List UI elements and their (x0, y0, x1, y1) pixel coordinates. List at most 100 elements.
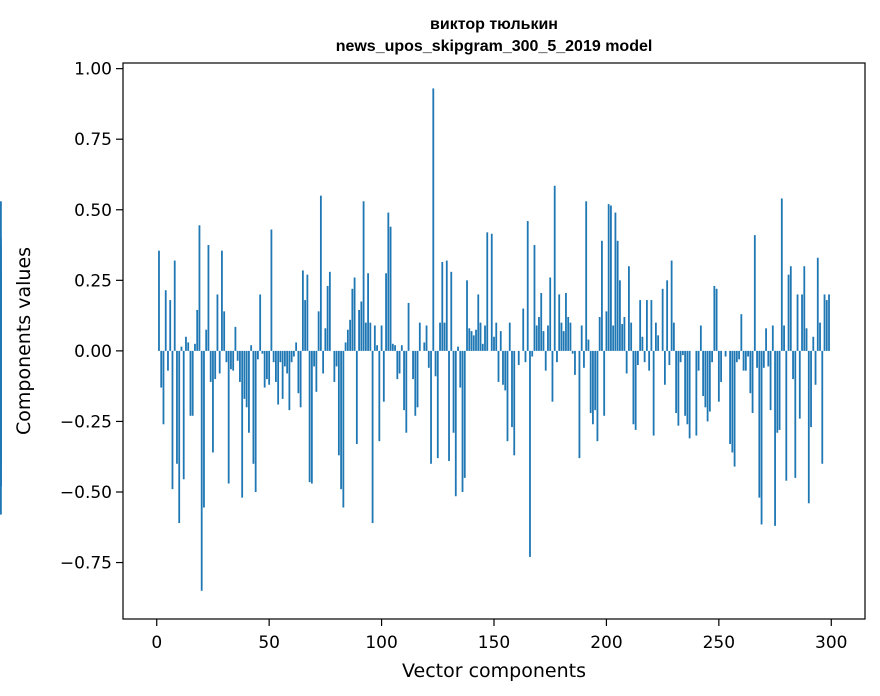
bar-component-281 (787, 274, 790, 351)
bar-component-19 (198, 225, 201, 351)
x-tick-label: 300 (815, 633, 847, 653)
bar-component-282 (789, 266, 792, 351)
bar-component-233 (679, 350, 682, 363)
bar-component-158 (511, 350, 513, 428)
bar-component-34 (232, 350, 235, 371)
bar-component-222 (654, 322, 657, 351)
bar-component-167 (531, 350, 534, 357)
bar-component-43 (252, 350, 255, 464)
bar-component-196 (596, 350, 599, 442)
bar-component-119 (423, 342, 426, 351)
x-axis: 0 50 100 150 200 250 300 (151, 619, 847, 653)
bar-component-217 (643, 350, 646, 363)
bar-component-27 (216, 294, 219, 351)
bar-component-267 (756, 350, 758, 368)
bar-component-103 (387, 212, 390, 351)
bar-component-47 (261, 350, 264, 354)
bar-component-undefined (0, 348, 2, 351)
bar-component-268 (758, 350, 761, 498)
bar-component-228 (668, 350, 671, 365)
bar-component-192 (587, 339, 590, 351)
bar-component-139 (468, 328, 471, 351)
bar-component-193 (589, 350, 592, 413)
bar-component-5 (167, 350, 169, 371)
bar-component-286 (798, 350, 801, 419)
bar-component-179 (558, 294, 561, 351)
bar-component-54 (277, 350, 280, 405)
bar-component-85 (346, 329, 349, 351)
bar-component-287 (801, 294, 803, 351)
bar-component-15 (189, 350, 192, 416)
bar-component-92 (362, 201, 365, 351)
bar-component-4 (164, 290, 167, 351)
x-tick-label: 100 (365, 633, 397, 653)
bar-component-152 (497, 350, 500, 382)
bar-component-273 (769, 350, 772, 411)
bar-component-122 (430, 350, 432, 464)
bar-component-279 (783, 325, 785, 351)
bar-component-149 (490, 233, 493, 351)
bar-component-6 (169, 300, 172, 351)
bar-component-77 (328, 271, 331, 351)
bar-component-35 (234, 326, 237, 351)
bar-component-246 (708, 350, 711, 412)
x-tick-label: 0 (151, 633, 162, 653)
bar-component-191 (585, 201, 588, 351)
y-tick-label: 0.50 (74, 201, 112, 221)
bar-component-13 (185, 336, 187, 351)
bar-component-213 (634, 350, 637, 430)
bar-component-75 (324, 328, 327, 351)
chart-title-line-2: news_upos_skipgram_300_5_2019 model (336, 38, 653, 55)
bar-component-263 (747, 350, 749, 357)
bar-component-25 (212, 350, 214, 453)
bar-component-31 (225, 350, 228, 363)
bar-component-295 (819, 322, 821, 351)
bar-component-137 (463, 350, 466, 478)
bar-component-100 (380, 325, 383, 351)
bar-component-240 (695, 350, 698, 436)
bar-component-33 (230, 350, 232, 370)
bar-component-265 (751, 350, 754, 413)
bar-component-159 (513, 350, 516, 456)
bar-component-95 (369, 322, 372, 351)
bar-component-290 (807, 350, 810, 504)
bar-component-91 (360, 301, 363, 351)
bar-component-200 (605, 311, 608, 351)
bar-component-271 (765, 328, 767, 351)
bar-component-62 (295, 342, 298, 351)
bar-component-172 (542, 331, 545, 351)
bar-component-98 (376, 345, 378, 351)
bar-component-198 (601, 240, 603, 351)
bar-component-205 (616, 240, 619, 351)
bar-component-237 (688, 350, 691, 439)
bar-component-185 (571, 350, 574, 354)
bar-component-195 (594, 350, 597, 411)
bar-component-61 (292, 350, 295, 357)
bar-component-142 (475, 329, 477, 351)
y-tick-label: 0.25 (74, 271, 112, 291)
bar-component-292 (812, 336, 815, 351)
bar-component-202 (610, 205, 612, 351)
bar-component-9 (176, 350, 178, 464)
y-tick-label: 1.00 (74, 60, 112, 80)
bar-component-171 (540, 293, 543, 351)
bar-component-188 (578, 350, 581, 459)
bar-component-36 (236, 350, 239, 361)
bar-component-104 (389, 226, 392, 351)
bar-component-210 (628, 266, 630, 351)
bar-component-199 (603, 350, 606, 416)
bar-component-156 (506, 350, 509, 442)
bar-component-175 (549, 277, 552, 351)
bar-component-79 (333, 350, 336, 382)
bar-component-206 (619, 280, 621, 351)
bar-component-129 (445, 260, 448, 351)
bar-component-42 (250, 345, 253, 351)
bar-component-157 (508, 322, 511, 351)
bar-component-211 (630, 322, 633, 351)
bar-component-48 (263, 350, 266, 388)
bar-component-8 (173, 260, 176, 351)
bar-component-297 (823, 294, 826, 351)
bar-component-40 (245, 350, 248, 408)
bar-component-87 (351, 288, 354, 351)
bar-component-115 (414, 350, 417, 416)
